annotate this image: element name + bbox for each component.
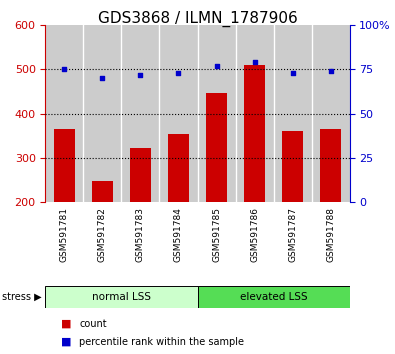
Text: ■: ■ [61, 337, 72, 347]
Text: GSM591782: GSM591782 [98, 207, 107, 262]
Text: elevated LSS: elevated LSS [240, 292, 307, 302]
Bar [320, 129, 341, 202]
Text: normal LSS: normal LSS [92, 292, 151, 302]
Bar [312, 25, 350, 202]
Text: GSM591783: GSM591783 [136, 207, 145, 262]
Text: percentile rank within the sample: percentile rank within the sample [79, 337, 244, 347]
Text: ■: ■ [61, 319, 72, 329]
Text: GSM591784: GSM591784 [174, 207, 183, 262]
Point [290, 70, 296, 76]
Bar [198, 286, 350, 308]
Bar [206, 93, 227, 202]
Text: GDS3868 / ILMN_1787906: GDS3868 / ILMN_1787906 [98, 11, 297, 27]
Point [327, 68, 334, 74]
Bar [160, 25, 198, 202]
Text: GSM591781: GSM591781 [60, 207, 69, 262]
Text: stress ▶: stress ▶ [2, 292, 41, 302]
Point [213, 63, 220, 68]
Point [251, 59, 258, 65]
Bar [273, 25, 312, 202]
Bar [83, 25, 121, 202]
Bar [168, 133, 189, 202]
Bar [244, 65, 265, 202]
Bar [235, 25, 273, 202]
Bar [198, 25, 235, 202]
Bar [92, 181, 113, 202]
Bar [45, 286, 198, 308]
Point [61, 67, 68, 72]
Point [99, 75, 105, 81]
Bar [54, 129, 75, 202]
Text: GSM591785: GSM591785 [212, 207, 221, 262]
Bar [122, 25, 160, 202]
Bar [282, 131, 303, 202]
Bar [130, 148, 151, 202]
Point [137, 72, 144, 78]
Text: GSM591788: GSM591788 [326, 207, 335, 262]
Text: GSM591787: GSM591787 [288, 207, 297, 262]
Text: count: count [79, 319, 107, 329]
Bar [45, 25, 83, 202]
Text: GSM591786: GSM591786 [250, 207, 259, 262]
Point [175, 70, 182, 76]
